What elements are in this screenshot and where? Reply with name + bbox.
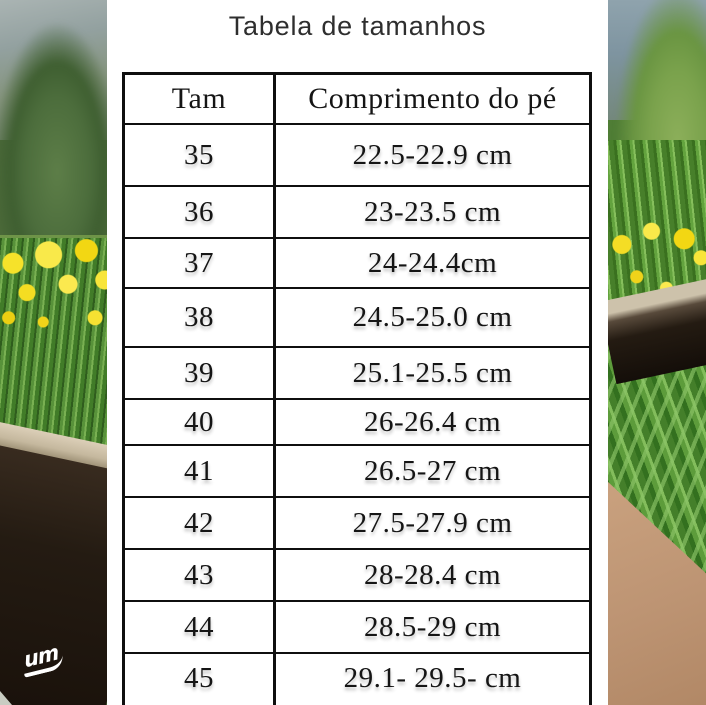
size-value: 43 xyxy=(122,548,276,602)
size-table-header: Tam Comprimento do pé xyxy=(122,72,592,125)
table-row: 42 27.5-27.9 cm xyxy=(122,496,592,550)
table-row: 36 23-23.5 cm xyxy=(122,185,592,239)
col-header-size: Tam xyxy=(122,72,276,125)
size-table-body: 35 22.5-22.9 cm 36 23-23.5 cm 37 24-24.4cm 38 2… xyxy=(122,123,592,705)
size-value: 39 xyxy=(122,346,276,400)
page-title: Tabela de tamanhos xyxy=(228,11,487,41)
size-value: 35 xyxy=(122,123,276,187)
size-value: 41 xyxy=(122,444,276,498)
foot-length-value: 24-24.4cm xyxy=(273,237,592,289)
foot-length-value: 24.5-25.0 cm xyxy=(273,287,592,348)
table-row: 44 28.5-29 cm xyxy=(122,600,592,654)
foot-length-value: 26.5-27 cm xyxy=(273,444,592,498)
background-photo-right xyxy=(607,0,706,705)
foot-length-value: 27.5-27.9 cm xyxy=(273,496,592,550)
size-value: 44 xyxy=(122,600,276,654)
foot-length-value: 28.5-29 cm xyxy=(273,600,592,654)
size-table: Tam Comprimento do pé 35 22.5-22.9 cm 36 23… xyxy=(122,72,592,705)
size-value: 42 xyxy=(122,496,276,550)
table-row: 45 29.1- 29.5- cm xyxy=(122,652,592,705)
table-row: 40 26-26.4 cm xyxy=(122,398,592,446)
foot-length-value: 29.1- 29.5- cm xyxy=(273,652,592,705)
col-header-foot-length: Comprimento do pé xyxy=(273,72,592,125)
foot-length-value: 28-28.4 cm xyxy=(273,548,592,602)
foot-length-value: 23-23.5 cm xyxy=(273,185,592,239)
size-value: 36 xyxy=(122,185,276,239)
header-row: Tam Comprimento do pé xyxy=(122,72,592,125)
table-row: 43 28-28.4 cm xyxy=(122,548,592,602)
table-row: 41 26.5-27 cm xyxy=(122,444,592,498)
size-value: 38 xyxy=(122,287,276,348)
size-value: 40 xyxy=(122,398,276,446)
table-row: 35 22.5-22.9 cm xyxy=(122,123,592,187)
yellow-flowers xyxy=(0,238,108,448)
table-row: 38 24.5-25.0 cm xyxy=(122,287,592,348)
size-value: 45 xyxy=(122,652,276,705)
table-row: 37 24-24.4cm xyxy=(122,237,592,289)
foot-length-value: 22.5-22.9 cm xyxy=(273,123,592,187)
size-value: 37 xyxy=(122,237,276,289)
foot-length-value: 26-26.4 cm xyxy=(273,398,592,446)
foot-length-value: 25.1-25.5 cm xyxy=(273,346,592,400)
background-photo-left: um xyxy=(0,0,108,705)
table-row: 39 25.1-25.5 cm xyxy=(122,346,592,400)
